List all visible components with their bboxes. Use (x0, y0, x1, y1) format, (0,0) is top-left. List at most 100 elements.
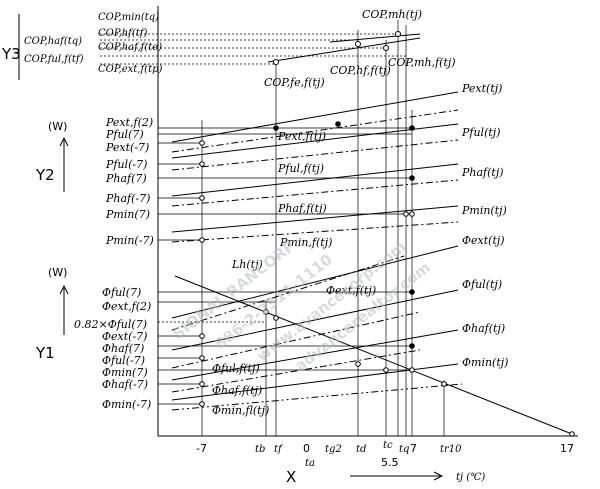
phi-point-td (355, 361, 361, 367)
y2-label-p-ext-f2: Pext,f(2) (105, 116, 153, 129)
y2-label-p-ful7: Pful(7) (105, 128, 144, 141)
phi-ext-f-line (171, 255, 405, 331)
y1-curve-lh: Lh(tj) (231, 258, 263, 271)
y3-label-cop-ful-f: COP,ful,f(tf) (24, 54, 84, 65)
phi-ful-line (171, 289, 459, 351)
y2-axis-name: Y2 (35, 166, 55, 184)
y3-curve-cop-mh-f: COP,mh,f(tj) (388, 56, 456, 69)
y1-curve-phi-min: Φmin(tj) (462, 356, 508, 369)
x-tick-m7: -7 (196, 442, 207, 455)
y2-label-p-min-m7: Pmin(-7) (105, 234, 154, 247)
y1-label-phi-min7: Φmin(7) (102, 366, 148, 379)
y1-curve-phi-ful: Φful(tj) (462, 278, 502, 291)
x-tick-17: 17 (560, 442, 574, 455)
y1-section (158, 245, 575, 437)
y3-section (100, 31, 421, 65)
y1-label-phi-ful7: Φful(7) (102, 286, 141, 299)
y2-label-p-haf7: Phaf(7) (105, 172, 147, 185)
cop-point-2 (355, 41, 361, 47)
cop-point-3 (383, 45, 389, 51)
x-tick-ta: ta (305, 458, 315, 469)
x-tick-tc: tc (383, 440, 393, 451)
x-tick-tf: tf (274, 444, 284, 455)
y1-axis-name: Y1 (35, 344, 55, 362)
x-tick-7: 7 (410, 442, 417, 455)
x-tick-tr10: tr10 (440, 444, 462, 455)
p-point-ext-f-tf (273, 125, 279, 131)
phi-point-tc (383, 367, 389, 373)
p-point-min7b (403, 211, 409, 217)
phi-haf-line (171, 329, 459, 381)
phi-ful-f-line (171, 311, 421, 369)
p-min-line (171, 205, 459, 233)
y1-curve-phi-ful-f: Φful,f(tj) (212, 362, 260, 375)
x-tick-tb: tb (255, 444, 265, 455)
phi-point-min7 (409, 367, 415, 373)
phi-point-tr (441, 381, 447, 387)
y3-axis-name: Y3 (1, 45, 21, 63)
y3-label-cop-hf: COP,hf(tf) (98, 28, 147, 39)
phi-ext-line (171, 245, 459, 319)
phi-min-f-line (171, 383, 463, 411)
x-tick-tg2: tg2 (325, 444, 342, 455)
p-point-min-m7 (199, 237, 205, 243)
y1-label-phi-haf7: Φhaf(7) (102, 342, 144, 355)
y2-label-p-min7: Pmin(7) (105, 208, 150, 221)
x-arrow-head (433, 471, 444, 481)
y3-label-cop-ext-f: COP,ext,f(tp) (98, 64, 163, 75)
phi-point-min-m7 (199, 401, 205, 407)
cop-point-1 (273, 59, 279, 65)
phi-point-ext-m7 (199, 333, 205, 339)
p-point-min7 (409, 211, 415, 217)
y3-label-cop-haf-f: COP,haf,f(te) (98, 42, 162, 53)
y2-label-p-haf-m7: Phaf(-7) (105, 192, 150, 205)
p-ful-f-line (171, 139, 459, 171)
phi-point-haf7 (409, 343, 415, 349)
y3-curve-cop-hf-f: COP,hf,f(tj) (330, 64, 391, 77)
y3-curve-cop-fe-f: COP,fe,f(tj) (264, 76, 325, 89)
phi-haf-f-line (171, 349, 421, 393)
p-point-ext-m7 (199, 140, 205, 146)
p-point-ful7 (409, 125, 415, 131)
x-tick-tq: tq (399, 444, 409, 455)
p-haf-f-line (171, 179, 459, 207)
y1-label-phi-082: 0.82×Φful(7) (74, 318, 147, 331)
y1-label-phi-min-m7: Φmin(-7) (102, 398, 151, 411)
y1-arrow-head (59, 284, 69, 295)
y1-curve-phi-haf: Φhaf(tj) (462, 322, 505, 335)
y1-label-phi-ext-m7: Φext(-7) (102, 330, 147, 343)
cop-point-4 (395, 31, 401, 37)
y2-arrow-head (59, 136, 69, 147)
p-haf-line (171, 163, 459, 197)
cop-curve-upper (329, 33, 421, 43)
p-ext-f-line (171, 109, 459, 153)
phi-point-ful-m7 (199, 355, 205, 361)
p-point-haf7 (409, 175, 415, 181)
cop-curve-lower (267, 37, 421, 63)
y2-curve-p-ext: Pext(tj) (461, 82, 502, 95)
phi-point-tb (263, 309, 269, 315)
phi-point-tf (273, 315, 279, 321)
phi-point-ful7 (409, 289, 415, 295)
y1-curve-phi-haf-f: Φhaf,f(tj) (212, 384, 262, 397)
y2-curve-p-min: Pmin(tj) (461, 204, 507, 217)
y2-label-p-ful-m7: Pful(-7) (105, 158, 147, 171)
axes (18, 6, 578, 481)
y2-curve-p-ful: Pful(tj) (461, 126, 501, 139)
p-point-ext-f-mid (335, 121, 341, 127)
y2-curve-p-ful-f: Pful,f(tj) (277, 162, 324, 175)
y1-unit: (W) (48, 266, 67, 279)
y2-curve-p-haf-f: Phaf,f(tj) (277, 202, 327, 215)
y3-label-cop-haf: COP,haf(tq) (24, 36, 82, 47)
y1-curve-phi-min-f: Φmin,fl(tj) (212, 404, 269, 417)
y1-label-phi-haf-m7: Φhaf(-7) (102, 378, 148, 391)
y2-curve-p-haf: Phaf(tj) (461, 166, 504, 179)
y1-label-phi-ext-f2: Φext,f(2) (102, 300, 151, 313)
p-min-f-line (171, 221, 459, 243)
x-tick-td: td (356, 444, 366, 455)
y3-label-cop-min: COP,min(tq) (98, 12, 159, 23)
y1-curve-phi-ext: Φext(tj) (462, 234, 505, 247)
p-point-ful-m7 (199, 161, 205, 167)
y1-label-phi-ful-m7: Φful(-7) (102, 354, 145, 367)
